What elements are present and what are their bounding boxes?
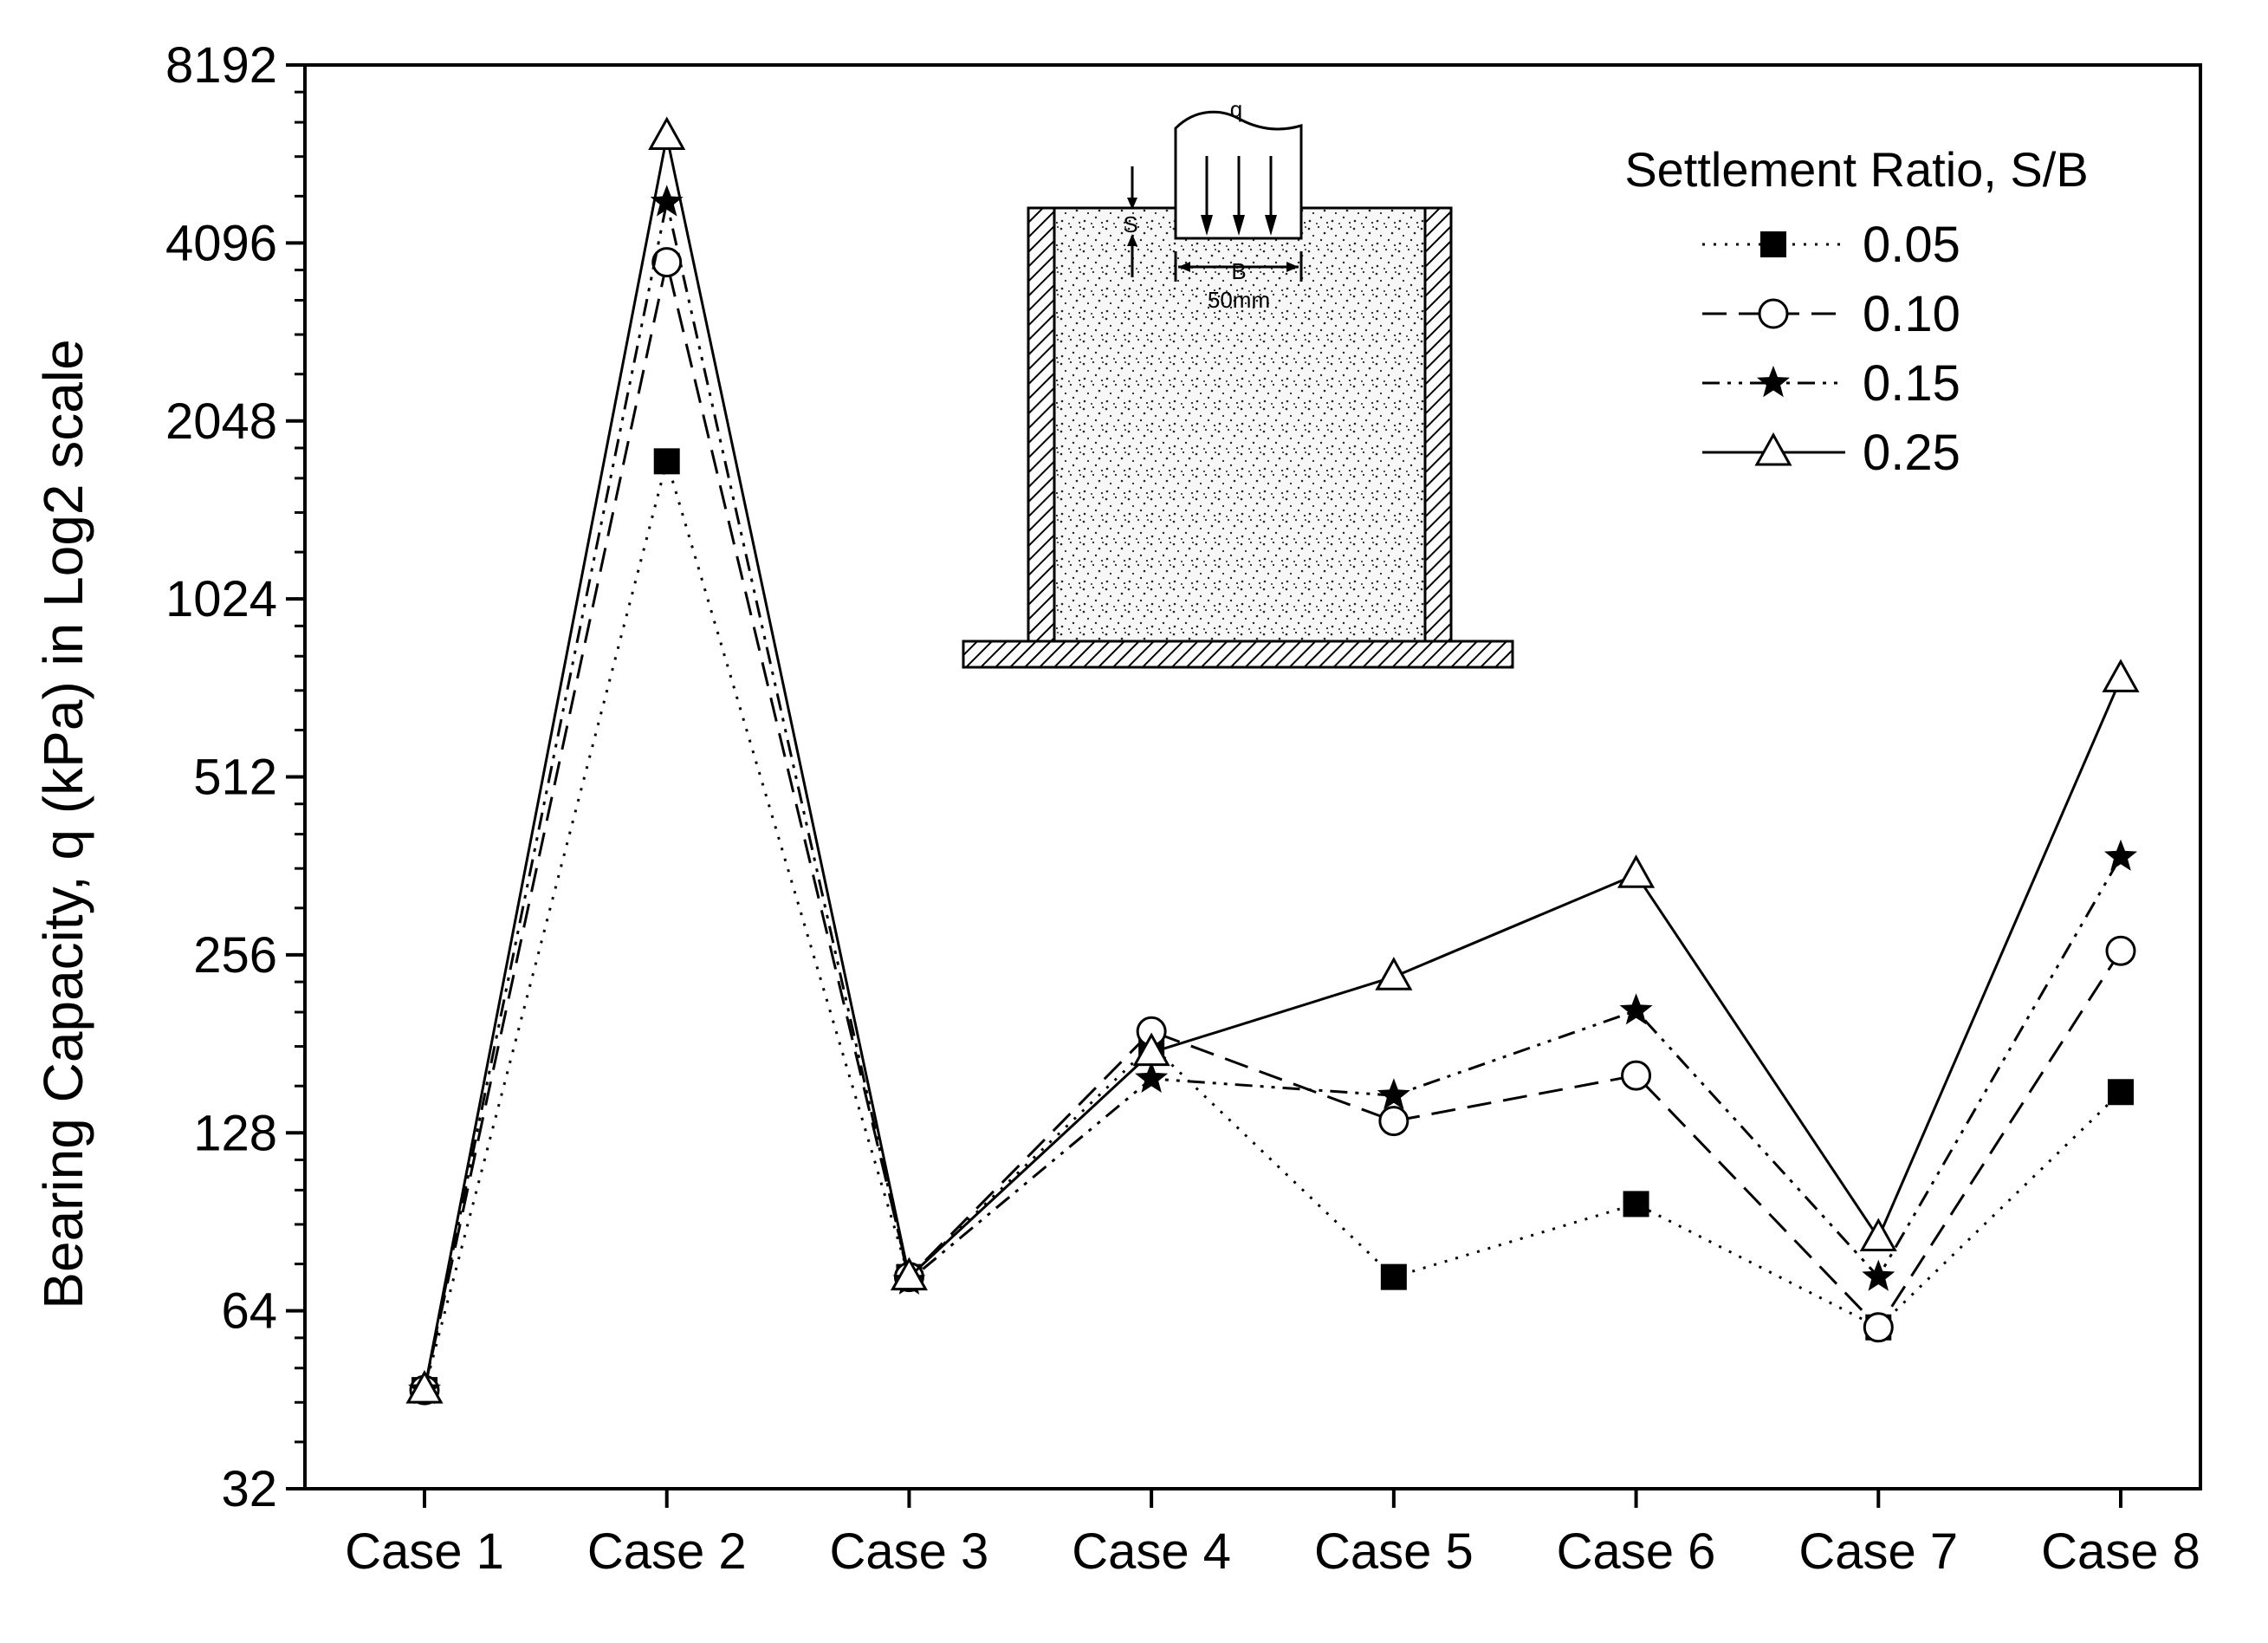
data-point [1380, 1263, 1407, 1290]
inset-width-label: 50mm [1208, 287, 1270, 313]
data-point [1862, 1259, 1895, 1291]
axis-ticks: 32 64 128 256 512 1024 2048 4096 8192 Case 1 Case … [165, 37, 2200, 1580]
legend-marker [1754, 432, 1792, 466]
legend-marker [1757, 366, 1790, 398]
y-tick-label: 1024 [165, 571, 277, 627]
data-point [2108, 1079, 2134, 1106]
data-point [650, 185, 684, 217]
inset-s-label: S [1123, 211, 1137, 237]
x-tick-label: Case 2 [587, 1523, 747, 1580]
inset-b-arrow-head [1178, 262, 1190, 272]
inset-s-arrow-head [1127, 234, 1137, 246]
data-point [1623, 1191, 1649, 1218]
data-point [1378, 1106, 1409, 1137]
data-point [1375, 957, 1413, 990]
series-line [423, 136, 2122, 1391]
y-tick-label: 32 [221, 1461, 277, 1517]
series-lines [405, 116, 2140, 1406]
data-point [1135, 1061, 1169, 1093]
legend-label: 0.25 [1863, 425, 1960, 481]
y-tick-label: 4096 [165, 215, 277, 271]
legend-marker [1758, 298, 1789, 329]
y-tick-label: 2048 [165, 393, 277, 450]
data-point [648, 116, 686, 151]
data-point [2104, 839, 2137, 871]
x-tick-label: Case 4 [1072, 1523, 1231, 1580]
inset-right-wall [1423, 206, 1453, 643]
data-point [1863, 1312, 1894, 1343]
legend: Settlement Ratio, S/B 0.05 0.10 0.15 0.25 [1624, 142, 2088, 481]
data-point [1617, 854, 1656, 888]
x-tick-label: Case 8 [2041, 1523, 2200, 1580]
x-tick-label: Case 1 [345, 1523, 504, 1580]
legend-label: 0.10 [1863, 286, 1960, 342]
y-tick-label: 64 [221, 1283, 277, 1340]
y-tick-label: 8192 [165, 37, 277, 94]
legend-label: 0.05 [1863, 217, 1960, 273]
data-point [2102, 659, 2140, 692]
x-tick-label: Case 5 [1314, 1523, 1474, 1580]
y-tick-label: 256 [193, 927, 277, 984]
inset-s-arrow-head [1127, 198, 1137, 210]
inset-sand-fill [1053, 206, 1427, 643]
inset-base-plate [962, 640, 1514, 669]
y-tick-label: 128 [193, 1105, 277, 1161]
inset-b-label: B [1231, 258, 1246, 284]
data-point [1377, 1078, 1410, 1110]
series-line [423, 262, 2122, 1391]
data-point [1859, 1218, 1897, 1252]
legend-title: Settlement Ratio, S/B [1624, 142, 2088, 197]
inset-load-arrow-head [1201, 215, 1213, 236]
series-0.25 [405, 116, 2140, 1404]
series-line [423, 202, 2122, 1391]
inset-left-wall [1027, 206, 1056, 643]
x-tick-label: Case 6 [1557, 1523, 1716, 1580]
inset-load-arrow-head [1265, 215, 1277, 236]
data-point [651, 247, 683, 278]
data-point [405, 1370, 444, 1404]
legend-label: 0.15 [1863, 355, 1960, 412]
legend-marker [1760, 231, 1786, 257]
y-tick-label: 512 [193, 750, 277, 806]
inset-q-label: q [1230, 96, 1242, 122]
data-point [2105, 935, 2136, 966]
inset-b-arrow-head [1286, 262, 1299, 272]
inset-load-arrow-head [1233, 215, 1245, 236]
data-point [1619, 993, 1653, 1025]
data-point [890, 1257, 928, 1291]
inset-diagram: q S B 50mm [962, 96, 1514, 669]
x-tick-label: Case 3 [830, 1523, 989, 1580]
data-point [1132, 1032, 1170, 1067]
x-tick-label: Case 7 [1798, 1523, 1958, 1580]
y-axis-title: Bearing Capacity, q (kPa) in Log2 scale [32, 339, 94, 1309]
data-point [1621, 1060, 1652, 1091]
data-point [653, 448, 680, 475]
